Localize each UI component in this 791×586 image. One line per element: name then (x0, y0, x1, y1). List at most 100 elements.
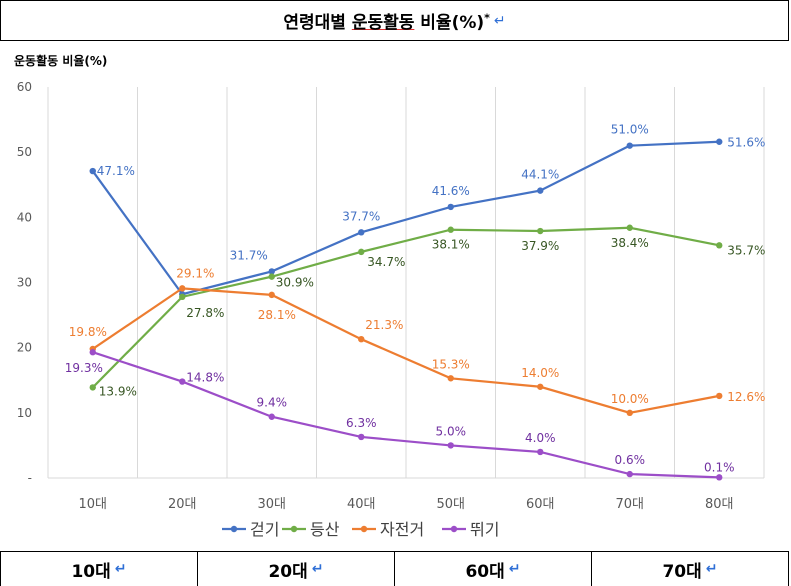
data-label: 51.0% (611, 123, 649, 137)
data-label: 27.8% (186, 306, 224, 320)
return-icon: ↵ (705, 561, 718, 577)
data-label: 28.1% (258, 308, 296, 322)
legend-marker (230, 525, 238, 533)
series-line-2 (92, 287, 720, 414)
y-tick-label: 50 (17, 145, 32, 159)
y-tick-label: - (28, 471, 32, 485)
data-point (447, 442, 454, 449)
data-label: 12.6% (727, 390, 765, 404)
series-line-1 (91, 226, 720, 389)
data-label: 15.3% (432, 357, 470, 371)
data-point (447, 375, 454, 382)
legend-marker (360, 525, 368, 533)
data-label: 14.8% (186, 371, 224, 385)
title-bar: 연령대별 운동활동 비율(%)* ↵ (0, 0, 789, 41)
page-title: 연령대별 운동활동 비율(%)* (283, 8, 490, 33)
data-point (89, 384, 96, 391)
data-label: 13.9% (99, 384, 137, 398)
data-point (716, 392, 723, 400)
x-tick-label: 80대 (705, 497, 734, 512)
data-label: 41.6% (432, 184, 470, 198)
data-label: 9.4% (257, 396, 288, 410)
legend-marker (450, 525, 458, 533)
x-tick-label: 30대 (257, 497, 286, 512)
y-axis-title: 운동활동 비율(%) (14, 53, 107, 68)
series-group (89, 138, 723, 481)
data-label: 14.0% (521, 366, 559, 380)
data-point (537, 383, 544, 390)
data-label: 31.7% (230, 248, 268, 262)
bottom-cell: 60대 ↵ (395, 552, 592, 586)
data-point (537, 187, 544, 194)
data-label: 34.7% (367, 255, 405, 269)
data-point (358, 433, 365, 441)
data-point (447, 226, 454, 233)
return-icon: ↵ (311, 561, 324, 577)
data-point (626, 142, 633, 149)
data-label: 47.1% (97, 164, 135, 178)
data-point (268, 273, 275, 280)
data-label: 29.1% (176, 266, 214, 280)
series-line-3 (92, 351, 720, 479)
data-point (716, 138, 723, 145)
data-label: 10.0% (611, 392, 649, 406)
y-tick-label: 60 (17, 80, 32, 94)
legend-marker (290, 525, 298, 533)
legend: 걷기 등산 자전거 뛰기 (222, 520, 499, 539)
data-label: 37.9% (521, 239, 559, 253)
data-point (626, 470, 633, 478)
bottom-cell: 20대 ↵ (198, 552, 395, 586)
line-chart: 운동활동 비율(%) - 10 20 30 40 50 60 10대 20대 30대 40대 50대… (14, 53, 766, 539)
y-tick-label: 20 (17, 341, 32, 355)
data-label: 5.0% (436, 424, 467, 438)
data-point (716, 242, 723, 249)
data-point (626, 409, 633, 417)
data-label: 38.1% (432, 238, 470, 252)
x-tick-label: 40대 (347, 497, 376, 512)
y-tick-label: 40 (17, 210, 32, 224)
data-point (179, 378, 186, 385)
data-point (268, 413, 275, 420)
x-tick-label: 70대 (615, 497, 644, 512)
data-point (358, 229, 365, 236)
data-point (268, 268, 275, 275)
bottom-table-row: 10대 ↵ 20대 ↵ 60대 ↵ 70대 ↵ (0, 551, 789, 586)
y-tick-label: 30 (17, 276, 32, 290)
data-label: 19.3% (65, 361, 103, 375)
data-label: 6.3% (346, 416, 377, 430)
data-labels: 47.1% 31.7% 37.7% 41.6% 44.1% 51.0% 51.6% 13.9%… (65, 123, 766, 475)
data-label: 19.8% (69, 325, 107, 339)
x-tick-label: 10대 (78, 497, 107, 512)
data-label: 51.6% (727, 136, 765, 150)
data-point (716, 474, 723, 481)
data-label: 44.1% (521, 168, 559, 182)
x-tick-label: 20대 (168, 497, 197, 512)
x-tick-label: 60대 (526, 497, 555, 512)
data-point (268, 291, 275, 299)
data-point (537, 448, 544, 456)
data-point (179, 285, 186, 292)
legend-label: 자전거 (380, 520, 424, 539)
return-icon: ↵ (508, 561, 521, 577)
data-point (89, 349, 96, 356)
x-ticks: 10대 20대 30대 40대 50대 60대 70대 80대 (78, 497, 733, 512)
data-label: 37.7% (342, 209, 380, 223)
data-point (447, 203, 454, 211)
data-label: 0.6% (615, 453, 646, 467)
grid (47, 87, 765, 479)
data-label: 35.7% (727, 243, 765, 257)
footnote-mark: * (484, 11, 490, 25)
data-label: 38.4% (611, 236, 649, 250)
bottom-cell: 70대 ↵ (662, 561, 718, 582)
legend-label: 등산 (310, 520, 340, 539)
y-ticks: - 10 20 30 40 50 60 (17, 80, 32, 485)
chart-area: 운동활동 비율(%) - 10 20 30 40 50 60 10대 20대 30대 40대 50대… (0, 43, 791, 551)
data-point (358, 248, 365, 256)
title-part1: 연령대별 (283, 13, 346, 33)
legend-label: 걷기 (250, 520, 279, 539)
title-part3: 비율(%) (420, 13, 485, 33)
x-tick-label: 50대 (436, 497, 465, 512)
data-point (358, 335, 365, 343)
data-point (537, 227, 544, 235)
data-label: 0.1% (704, 460, 735, 474)
